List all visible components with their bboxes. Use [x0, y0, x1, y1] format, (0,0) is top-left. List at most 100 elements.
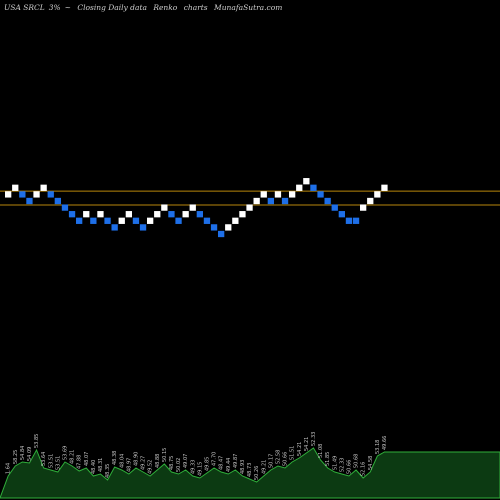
renko-brick-36: [260, 191, 267, 198]
volume-label-26: 49.33: [190, 460, 196, 474]
volume-label-20: 49.52: [148, 460, 154, 474]
volume-label-46: 51.49: [332, 456, 338, 470]
volume-label-49: 50.68: [354, 454, 360, 468]
renko-brick-5: [40, 184, 47, 191]
renko-brick-41: [296, 184, 303, 191]
renko-brick-2: [19, 191, 26, 198]
renko-brick-52: [374, 191, 381, 198]
renko-brick-24: [175, 217, 182, 224]
volume-label-0: 1.64: [6, 463, 12, 474]
site-label: MunafaSutra.com: [214, 3, 283, 12]
chart-word-label: charts: [183, 3, 208, 12]
volume-label-24: 50.02: [176, 458, 182, 472]
renko-brick-45: [324, 197, 331, 205]
renko-brick-20: [147, 217, 154, 224]
renko-brick-12: [90, 217, 97, 224]
volume-label-4: 53.85: [34, 434, 40, 448]
volume-label-11: 48.07: [84, 452, 90, 466]
volume-label-13: 48.31: [98, 458, 104, 472]
volume-label-45: 51.85: [325, 452, 331, 466]
volume-label-50: 52.16: [361, 462, 367, 476]
volume-label-25: 49.07: [183, 454, 189, 468]
volume-label-36: 49.21: [261, 460, 267, 474]
volume-label-10: 47.88: [77, 455, 83, 469]
volume-label-41: 54.21: [297, 442, 303, 456]
volume-label-42: 54.21: [304, 437, 310, 451]
volume-label-17: 48.97: [126, 458, 132, 472]
renko-brick-46: [331, 204, 338, 211]
renko-brick-8: [61, 204, 69, 211]
renko-brick-35: [253, 197, 260, 205]
renko-brick-7: [54, 197, 61, 205]
renko-brick-32: [232, 217, 239, 224]
volume-label-38: 52.58: [275, 450, 281, 464]
volume-label-28: 49.85: [204, 457, 210, 471]
renko-brick-31: [225, 224, 232, 231]
renko-brick-4: [33, 191, 40, 198]
renko-brick-37: [267, 197, 274, 205]
volume-label-15: 48.38: [112, 451, 118, 465]
renko-brick-47: [338, 211, 345, 218]
volume-label-2: 54.84: [20, 446, 26, 460]
renko-brick-18: [132, 217, 140, 224]
renko-brick-30: [218, 230, 225, 238]
volume-label-16: 48.04: [119, 454, 125, 468]
renko-brick-16: [118, 217, 125, 224]
renko-bricks: [5, 178, 388, 238]
renko-brick-50: [360, 204, 367, 211]
volume-label-52: 53.18: [375, 440, 381, 454]
renko-brick-39: [281, 197, 289, 205]
renko-brick-38: [274, 191, 282, 198]
renko-brick-23: [168, 211, 175, 218]
volume-label-12: 48.40: [91, 460, 97, 474]
ticker-label: USA SRCL: [4, 3, 45, 12]
renko-brick-33: [239, 211, 246, 218]
renko-brick-40: [289, 191, 296, 198]
renko-brick-42: [303, 178, 310, 185]
renko-brick-19: [139, 224, 147, 231]
renko-brick-44: [317, 191, 324, 198]
renko-brick-53: [381, 184, 388, 191]
renko-brick-25: [182, 211, 189, 218]
renko-brick-3: [26, 197, 33, 205]
volume-label-34: 48.73: [247, 463, 253, 477]
renko-brick-29: [210, 224, 218, 231]
volume-label-14: 48.35: [105, 464, 111, 478]
volume-label-27: 49.15: [197, 462, 203, 476]
renko-brick-15: [111, 224, 118, 231]
renko-brick-51: [367, 197, 374, 205]
volume-label-53: 49.66: [382, 436, 388, 450]
volume-label-8: 53.69: [62, 446, 68, 460]
volume-label-9: 48.21: [70, 450, 76, 464]
renko-brick-27: [196, 211, 203, 218]
volume-label-47: 52.33: [339, 458, 345, 472]
renko-brick-14: [104, 217, 111, 224]
chart-header: USA SRCL 3% ~ Closing Daily data Renko cha…: [4, 3, 286, 12]
volume-label-40: 51.51: [290, 446, 296, 460]
volume-label-48: 50.66: [346, 460, 352, 474]
volume-label-5: 53.64: [41, 452, 47, 466]
renko-brick-21: [154, 211, 161, 218]
volume-label-30: 48.47: [219, 456, 225, 470]
description-label: Closing Daily data: [77, 3, 147, 12]
volume-label-29: 47.70: [212, 452, 218, 466]
volume-label-18: 48.90: [133, 452, 139, 466]
volume-label-51: 54.58: [368, 456, 374, 470]
reference-lines: [0, 190, 500, 206]
volume-label-33: 48.93: [240, 460, 246, 474]
volume-label-22: 50.15: [162, 448, 168, 462]
volume-label-43: 52.33: [311, 432, 317, 446]
volume-label-6: 53.51: [48, 454, 54, 468]
volume-label-3: 54.09: [27, 447, 33, 461]
renko-brick-1: [12, 184, 19, 191]
volume-label-39: 50.66: [283, 452, 289, 466]
volume-label-1: 58.25: [13, 450, 19, 464]
renko-brick-11: [83, 211, 90, 218]
renko-brick-49: [352, 217, 360, 224]
renko-brick-34: [246, 204, 253, 211]
volume-label-44: 51.08: [318, 444, 324, 458]
arrow-glyph: ~: [64, 3, 71, 12]
renko-brick-0: [5, 191, 12, 198]
renko-brick-22: [161, 204, 168, 211]
